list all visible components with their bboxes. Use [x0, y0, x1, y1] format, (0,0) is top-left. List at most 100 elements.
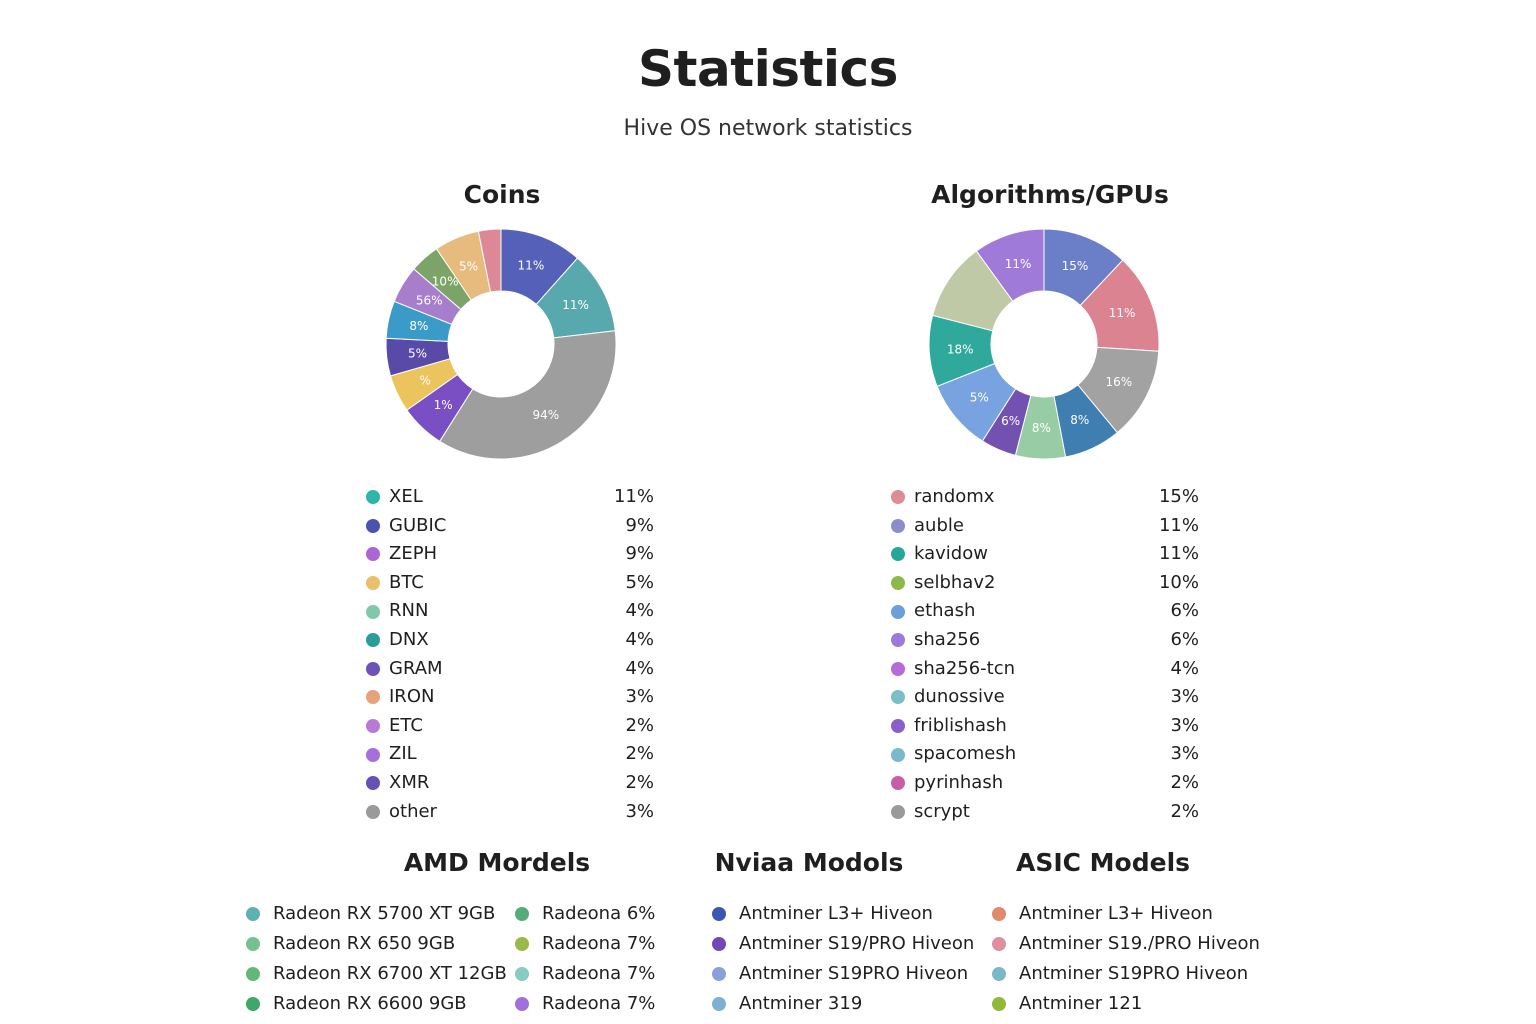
- legend-item: spacomesh 3%: [891, 740, 1199, 769]
- legend-label: GRAM: [389, 657, 443, 679]
- legend-label: Antminer S19/PRO Hiveon: [739, 933, 975, 954]
- legend-dot-icon: [712, 907, 726, 921]
- legend-label: Radeona 6%: [542, 903, 656, 924]
- legend-value: 6%: [1170, 600, 1199, 622]
- legend-item: GUBIC 9%: [366, 512, 654, 541]
- legend-value: 4%: [625, 628, 654, 650]
- legend-value: 9%: [625, 514, 654, 536]
- legend-dot-icon: [891, 719, 905, 734]
- legend-item: ZEPH 9%: [366, 540, 654, 569]
- legend-dot-icon: [515, 937, 529, 951]
- legend-label: Radeona 7%: [542, 993, 656, 1014]
- legend-dot-icon: [246, 907, 260, 921]
- nvidia-models-title: Nviaa Modols: [714, 848, 904, 877]
- legend-item: IRON 3%: [366, 683, 654, 712]
- legend-label: Radeon RX 650 9GB: [273, 933, 456, 954]
- legend-label: Radeon RX 5700 XT 9GB: [273, 903, 496, 924]
- legend-dot-icon: [891, 747, 905, 762]
- algorithms-legend: randomx 15% auble 11% kavidow 11% selbhav2 10% e…: [891, 483, 1199, 826]
- legend-label: selbhav2: [914, 571, 996, 593]
- legend-label: sha256-tcn: [914, 657, 1016, 679]
- legend-item: ethash 6%: [891, 597, 1199, 626]
- donut-slice: [477, 228, 502, 293]
- legend-dot-icon: [366, 747, 380, 762]
- legend-dot-icon: [366, 690, 380, 705]
- slice-label: 5%: [408, 347, 427, 361]
- legend-item: auble 11%: [891, 512, 1199, 541]
- legend-item: ZIL 2%: [366, 740, 654, 769]
- legend-value: 2%: [1170, 800, 1199, 822]
- legend-dot-icon: [366, 518, 380, 533]
- amd-models-title: AMD Mordels: [403, 848, 591, 877]
- legend-value: 3%: [1170, 714, 1199, 736]
- legend-dot-icon: [366, 604, 380, 619]
- slice-label: 5%: [970, 391, 989, 405]
- coins-donut-chart: 11%11%94%1%%5%8%56%10%5%: [385, 228, 617, 460]
- legend-label: scrypt: [914, 800, 970, 822]
- legend-dot-icon: [992, 967, 1006, 981]
- slice-label: 94%: [532, 408, 559, 422]
- legend-label: kavidow: [914, 543, 988, 565]
- legend-label: spacomesh: [914, 743, 1017, 765]
- legend-item: BTC 5%: [366, 569, 654, 598]
- slice-label: 15%: [1062, 259, 1089, 273]
- legend-value: 5%: [625, 571, 654, 593]
- slice-label: 1%: [434, 398, 453, 412]
- legend-label: ETC: [389, 714, 423, 736]
- legend-dot-icon: [246, 997, 260, 1011]
- legend-label: Antminer L3+ Hiveon: [739, 903, 933, 924]
- legend-dot-icon: [891, 633, 905, 648]
- slice-label: 8%: [1032, 421, 1051, 435]
- legend-value: 15%: [1158, 486, 1199, 507]
- legend-dot-icon: [992, 937, 1006, 951]
- slice-label: 11%: [1005, 257, 1032, 271]
- legend-dot-icon: [515, 907, 529, 921]
- coins-title: Coins: [463, 180, 541, 209]
- legend-label: dunossive: [914, 686, 1005, 708]
- legend-item: DNX 4%: [366, 626, 654, 655]
- legend-label: sha256: [914, 628, 981, 650]
- legend-label: ZIL: [389, 743, 417, 765]
- legend-item: friblishash 3%: [891, 712, 1199, 741]
- legend-label: XEL: [389, 486, 423, 507]
- legend-dot-icon: [366, 776, 380, 791]
- legend-label: auble: [914, 514, 964, 536]
- donut-slice: [439, 330, 617, 460]
- legend-dot-icon: [891, 690, 905, 705]
- legend-dot-icon: [366, 576, 380, 591]
- legend-label: XMR: [389, 771, 430, 793]
- legend-value: 4%: [625, 600, 654, 622]
- page-subtitle: Hive OS network statistics: [623, 116, 913, 141]
- algorithms-title: Algorithms/GPUs: [931, 180, 1169, 209]
- legend-dot-icon: [891, 547, 905, 562]
- legend-value: 3%: [625, 800, 654, 822]
- page-title: Statistics: [638, 40, 898, 98]
- legend-label: other: [389, 800, 437, 822]
- legend-item: GRAM 4%: [366, 655, 654, 684]
- legend-dot-icon: [891, 661, 905, 676]
- legend-label: Antminer L3+ Hiveon: [1019, 903, 1213, 924]
- legend-dot-icon: [992, 907, 1006, 921]
- legend-label: Antminer 121: [1019, 993, 1143, 1014]
- legend-item: other 3%: [366, 798, 654, 827]
- legend-value: 4%: [1170, 657, 1199, 679]
- legend-value: 11%: [613, 486, 654, 507]
- slice-label: 18%: [947, 342, 974, 356]
- slice-label: 11%: [1109, 306, 1136, 320]
- legend-label: randomx: [914, 486, 995, 507]
- slice-label: 11%: [562, 298, 589, 312]
- legend-dot-icon: [366, 719, 380, 734]
- slice-label: 8%: [409, 319, 428, 333]
- slice-label: 10%: [432, 274, 459, 288]
- legend-dot-icon: [712, 967, 726, 981]
- legend-item: kavidow 11%: [891, 540, 1199, 569]
- slice-label: 6%: [1001, 414, 1020, 428]
- legend-dot-icon: [366, 547, 380, 562]
- slice-label: %: [420, 373, 431, 387]
- coins-legend: XEL 11% GUBIC 9% ZEPH 9% BTC 5% RNN 4% DNX 4% GRAM 4%…: [366, 483, 654, 826]
- algorithms-donut-chart: 15% 11% 16% 8% 8% 6% 5% 18% 11%: [928, 228, 1160, 460]
- legend-dot-icon: [891, 490, 905, 505]
- legend-dot-icon: [366, 661, 380, 676]
- slice-label: 56%: [416, 293, 443, 307]
- legend-value: 3%: [1170, 686, 1199, 708]
